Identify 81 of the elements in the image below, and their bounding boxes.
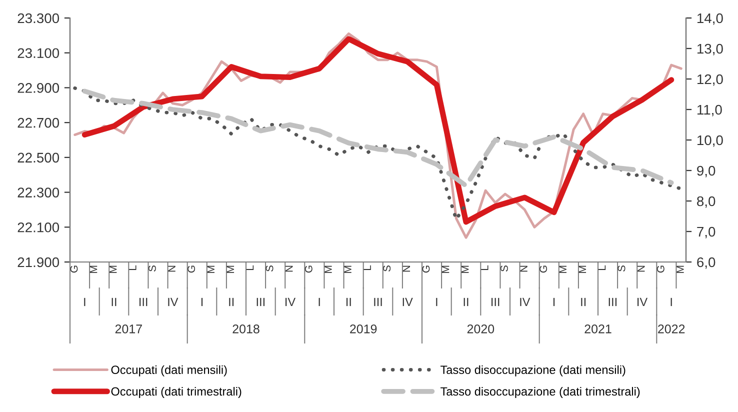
y2-tick-label: 6,0 [697,257,716,269]
text: IV [402,298,413,306]
text: I [84,298,86,306]
x-tick-label: G [188,266,196,273]
x-tick-label: M [324,266,332,273]
text: III [374,298,382,306]
x-tick-label: S [266,265,274,272]
y-tick-label: 22.100 [18,222,60,232]
x-tick-label: G [540,266,548,273]
legend-label: Tasso disoccupazione (dati trimestrali) [440,386,640,398]
y-tick-label: 23.100 [18,48,60,58]
x-tick-label: L [246,265,254,270]
x-tick-label: N [168,266,176,272]
x-tick-label: L [598,265,606,270]
text: I [201,298,203,306]
y-tick-label: 22.300 [18,188,60,198]
x-tick-label: M [344,266,352,273]
x-tick-label: S [500,265,508,272]
x-tick-label: M [207,266,214,273]
text: I [553,298,555,306]
x-tick-label: M [462,266,469,273]
y2-tick-label: 14,0 [697,13,723,25]
y-tick-label: 22.700 [18,118,60,128]
x-tick-label: N [638,266,645,272]
text: III [608,298,616,306]
text: 2020 [467,324,494,334]
x-tick-label: N [402,266,410,272]
y-tick-label: 23.300 [18,13,60,24]
x-tick-label: S [148,265,156,272]
text: III [492,298,500,306]
y2-tick-label: 11,0 [697,104,722,116]
text: II [346,298,351,306]
x-tick-label: S [618,265,626,272]
y2-tick-label: 10,0 [697,135,723,147]
text: 2022 [658,324,685,334]
x-tick-label: M [676,266,684,273]
x-tick-label: M [578,266,586,273]
text: III [256,298,264,306]
y2-tick-label: 12,0 [697,74,723,86]
legend-label: Tasso disoccupazione (dati mensili) [440,365,626,376]
y2-tick-label: 13,0 [697,44,723,56]
text: 2021 [584,324,612,334]
y-tick-label: 22.500 [18,152,60,163]
x-tick-label: N [520,266,528,272]
legend-label: Occupati (dati mensili) [111,365,227,376]
y2-tick-label: 8,0 [697,196,716,208]
x-tick-label: L [364,265,371,270]
x-tick-label: L [129,265,136,270]
y2-tick-label: 7,0 [697,226,716,238]
x-tick-label: M [442,266,450,273]
legend-label: Occupati (dati trimestrali) [111,386,242,398]
text: I [670,298,672,306]
y2-tick-label: 9,0 [697,166,716,178]
text: 2019 [350,324,377,334]
x-tick-label: G [70,266,78,273]
x-tick-label: L [481,265,488,270]
x-tick-label: M [110,266,117,273]
x-tick-label: N [286,266,293,272]
text: II [464,298,468,306]
text: I [436,298,438,306]
text: II [229,298,234,306]
text: II [581,298,586,306]
x-tick-label: M [226,266,234,273]
x-tick-label: G [304,266,312,273]
text: IV [638,298,648,306]
text: III [140,298,148,306]
x-tick-label: G [422,266,430,273]
text: 2018 [232,324,260,334]
text: I [318,298,320,306]
text: IV [168,298,178,306]
text: IV [286,298,296,306]
x-tick-label: G [656,266,664,273]
line-series [82,88,674,188]
x-tick-label: S [383,265,391,272]
x-tick-label: M [559,266,566,273]
y-tick-label: 22.900 [18,83,60,93]
text: 2017 [115,324,142,334]
text: IV [520,298,530,306]
y-tick-label: 21.900 [18,257,60,268]
x-tick-label: M [90,266,98,273]
text: II [112,298,116,306]
